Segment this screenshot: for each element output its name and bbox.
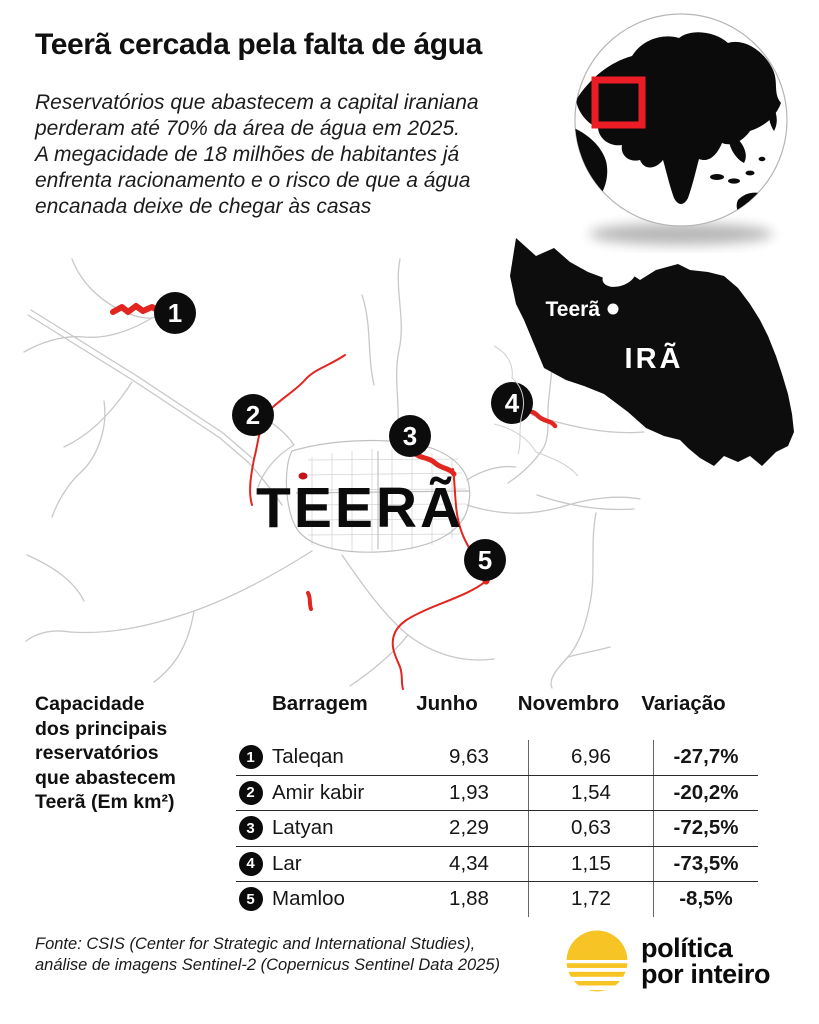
- politica-por-inteiro-logo: política por inteiro: [566, 930, 806, 1010]
- map-marker-5: 5: [464, 539, 506, 581]
- page-subtitle: Reservatórios que abastecem a capital ir…: [35, 91, 479, 218]
- dam-name: Mamloo: [272, 887, 345, 911]
- tehran-road-map: TEERÃ 1 2 3 4 5: [23, 258, 645, 690]
- variacao-value: -8,5%: [653, 882, 758, 917]
- row-marker-badge: 1: [238, 745, 263, 770]
- dam-name: Amir kabir: [272, 780, 365, 804]
- variacao-value: -27,7%: [653, 740, 758, 775]
- svg-text:4: 4: [505, 388, 520, 418]
- caspian-sea-notch: [602, 265, 636, 287]
- variacao-value: -73,5%: [653, 846, 758, 881]
- map-marker-2: 2: [232, 394, 274, 436]
- small-reservoir: [306, 591, 313, 611]
- map-marker-1: 1: [154, 292, 196, 334]
- table-row: 4 Lar 4,34 1,15 -73,5%: [236, 846, 758, 882]
- col-header-junho: Junho: [416, 692, 478, 715]
- dam-name: Taleqan: [272, 745, 344, 769]
- col-header-variacao: Variação: [641, 692, 726, 715]
- dam-name: Latyan: [272, 816, 334, 840]
- junho-value: 9,63: [449, 745, 489, 769]
- neighbor-borders: [493, 345, 579, 477]
- svg-text:2: 2: [246, 400, 260, 430]
- dam-name: Lar: [272, 851, 302, 875]
- junho-value: 4,34: [449, 851, 489, 875]
- city-reservoir-dot: [298, 472, 308, 480]
- iran-city-label: Teerã: [546, 298, 601, 321]
- novembro-value: 1,15: [528, 846, 653, 881]
- iran-country-label: IRÃ: [625, 341, 684, 375]
- row-marker-badge: 3: [238, 816, 263, 841]
- table-row: 5 Mamloo 1,88 1,72 -8,5%: [236, 882, 758, 917]
- table-row: 3 Latyan 2,29 0,63 -72,5%: [236, 811, 758, 847]
- col-header-barragem: Barragem: [272, 692, 368, 715]
- svg-text:5: 5: [478, 545, 492, 575]
- svg-text:1: 1: [168, 298, 182, 328]
- iran-locator-map: Teerã IRÃ: [493, 238, 794, 477]
- junho-value: 2,29: [449, 816, 489, 840]
- novembro-value: 1,54: [528, 775, 653, 810]
- map-marker-3: 3: [389, 415, 431, 457]
- reservoir-3-water: [410, 449, 457, 477]
- variacao-value: -20,2%: [653, 775, 758, 810]
- table-header: Barragem Junho Novembro Variação: [236, 692, 758, 716]
- novembro-value: 0,63: [528, 811, 653, 846]
- novembro-value: 1,72: [528, 882, 653, 917]
- river-5-south: [391, 580, 487, 690]
- iran-silhouette: [510, 238, 794, 466]
- tehran-dot: [607, 303, 619, 315]
- table-row: 1 Taleqan 9,63 6,96 -27,7%: [236, 740, 758, 776]
- variacao-value: -72,5%: [653, 811, 758, 846]
- iran-highlight-box: [591, 76, 646, 129]
- page-title: Teerã cercada pela falta de água: [35, 28, 482, 61]
- junho-value: 1,88: [449, 887, 489, 911]
- map-city-label: TEERÃ: [256, 476, 464, 540]
- sun-logo-icon: [566, 930, 629, 992]
- row-marker-badge: 4: [238, 851, 263, 876]
- table-caption: Capacidade dos principais reservatórios …: [35, 693, 176, 813]
- svg-text:3: 3: [403, 421, 417, 451]
- road-network: [23, 258, 645, 689]
- col-header-novembro: Novembro: [517, 692, 620, 715]
- reservoir-table: 1 Taleqan 9,63 6,96 -27,7% 2 Amir kabir …: [236, 740, 758, 917]
- source-note: Fonte: CSIS (Center for Strategic and In…: [35, 935, 501, 974]
- junho-value: 1,93: [449, 780, 489, 804]
- row-marker-badge: 5: [238, 887, 263, 912]
- globe-locator: [574, 13, 788, 245]
- row-marker-badge: 2: [238, 780, 263, 805]
- logo-wordmark: política por inteiro: [641, 933, 771, 989]
- novembro-value: 6,96: [528, 740, 653, 775]
- header-spacer: [236, 692, 265, 716]
- globe-shadow: [589, 223, 773, 245]
- table-row: 2 Amir kabir 1,93 1,54 -20,2%: [236, 775, 758, 811]
